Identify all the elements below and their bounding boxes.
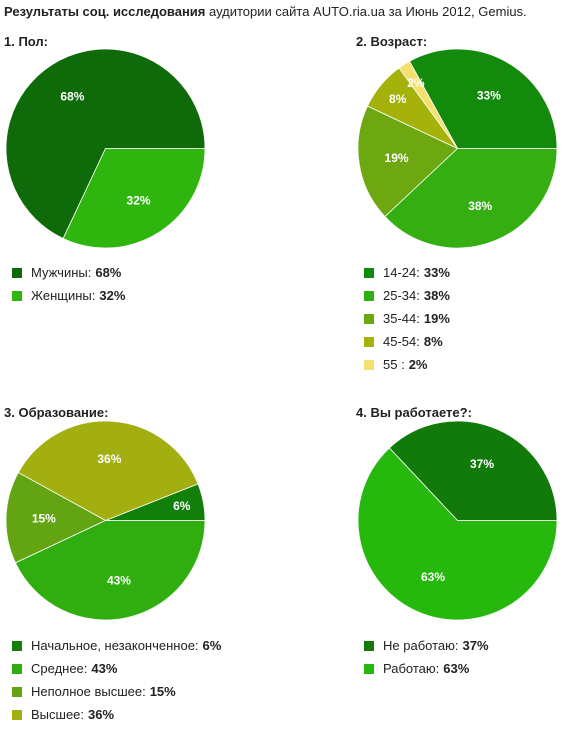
legend-gender: Мужчины: 68% Женщины: 32%: [12, 261, 125, 307]
slice-label-age-3: 19%: [385, 151, 409, 165]
pie-slice-age-0: [409, 48, 558, 149]
legend-swatch: [364, 267, 374, 278]
legend-label: 35-44:: [383, 311, 420, 326]
slice-label-employment-0: 37%: [470, 457, 494, 471]
slice-label-age-1: 2%: [407, 76, 425, 90]
legend-value: 63%: [443, 661, 470, 676]
legend-education: Начальное, незаконченное: 6% Среднее: 43% Не…: [12, 634, 221, 726]
pie-slice-gender-1: [62, 148, 206, 249]
pie-slice-age-4: [384, 148, 558, 249]
legend-item-age-4: 25-34: 38%: [364, 284, 450, 307]
chart-panel-age: 2. Возраст:: [356, 34, 563, 49]
pie-slice-employment-0: [388, 420, 558, 521]
slice-label-age-0: 33%: [477, 88, 501, 102]
slice-label-education-2: 15%: [32, 512, 56, 526]
legend-value: 19%: [423, 311, 450, 326]
chart-panel-gender: 1. Пол:: [4, 34, 284, 49]
page-title-rest: аудитории сайта AUTO.ria.ua за Июнь 2012…: [205, 4, 527, 19]
legend-label: 14-24:: [383, 265, 420, 280]
chart-panel-employment: 4. Вы работаете?:: [356, 405, 563, 420]
pie-slice-education-1: [17, 420, 199, 521]
legend-label: Не работаю:: [383, 638, 459, 653]
legend-item-gender-1: Женщины: 32%: [12, 284, 125, 307]
legend-swatch: [12, 640, 22, 651]
legend-swatch: [12, 663, 22, 674]
legend-swatch: [12, 267, 22, 278]
legend-item-education-2: Неполное высшее: 15%: [12, 680, 221, 703]
legend-label: Начальное, незаконченное:: [31, 638, 199, 653]
legend-item-education-1: Высшее: 36%: [12, 703, 221, 726]
legend-value: 37%: [462, 638, 489, 653]
legend-item-employment-0: Не работаю: 37%: [364, 634, 489, 657]
pie-slice-employment-1: [357, 447, 558, 621]
chart-title-age: 2. Возраст:: [356, 34, 428, 49]
chart-title-gender: 1. Пол:: [4, 34, 49, 49]
chart-title-education: 3. Образование:: [4, 405, 109, 420]
slice-label-employment-1: 63%: [421, 570, 445, 584]
legend-value: 15%: [149, 684, 176, 699]
legend-value: 43%: [91, 661, 118, 676]
legend-swatch: [364, 290, 374, 301]
legend-age: 14-24: 33% 25-34: 38% 35-44: 19% 45-54: 8% 55 :2…: [364, 261, 450, 376]
pie-slice-education-3: [14, 520, 206, 621]
legend-swatch: [364, 359, 374, 370]
legend-label: 55 :: [383, 357, 405, 372]
legend-label: Мужчины:: [31, 265, 92, 280]
legend-label: Среднее:: [31, 661, 88, 676]
slice-label-education-0: 6%: [173, 499, 191, 513]
legend-swatch: [12, 686, 22, 697]
chart-panel-education: 3. Образование:: [4, 405, 284, 420]
legend-label: Женщины:: [31, 288, 96, 303]
pie-chart-gender: 68% 32%: [5, 48, 206, 249]
legend-swatch: [364, 640, 374, 651]
legend-item-age-2: 45-54: 8%: [364, 330, 450, 353]
legend-swatch: [364, 313, 374, 324]
pie-chart-employment: 37% 63%: [357, 420, 558, 621]
legend-value: 33%: [423, 265, 450, 280]
legend-value: 6%: [202, 638, 222, 653]
legend-label: Неполное высшее:: [31, 684, 146, 699]
pie-slice-gender-0: [5, 48, 206, 240]
slice-label-age-4: 38%: [468, 199, 492, 213]
legend-label: 25-34:: [383, 288, 420, 303]
slice-label-education-3: 43%: [107, 574, 131, 588]
legend-item-education-0: Начальное, незаконченное: 6%: [12, 634, 221, 657]
legend-value: 36%: [88, 707, 115, 722]
legend-value: 38%: [423, 288, 450, 303]
slice-label-gender-0: 68%: [60, 89, 84, 103]
legend-value: 68%: [95, 265, 122, 280]
legend-label: Работаю:: [383, 661, 440, 676]
slice-label-gender-1: 32%: [127, 194, 151, 208]
pie-chart-age: 33% 2%8% 19% 38%: [357, 48, 558, 249]
legend-employment: Не работаю: 37% Работаю: 63%: [364, 634, 489, 680]
legend-item-age-1: 55 :2%: [364, 353, 450, 376]
legend-item-education-3: Среднее: 43%: [12, 657, 221, 680]
legend-swatch: [364, 663, 374, 674]
legend-label: 45-54:: [383, 334, 420, 349]
legend-value: 2%: [408, 357, 428, 372]
slice-label-education-1: 36%: [97, 452, 121, 466]
legend-swatch: [12, 290, 22, 301]
legend-swatch: [12, 709, 22, 720]
legend-item-age-3: 35-44: 19%: [364, 307, 450, 330]
legend-value: 32%: [99, 288, 126, 303]
pie-slice-education-2: [5, 472, 107, 564]
legend-item-gender-0: Мужчины: 68%: [12, 261, 125, 284]
legend-item-age-0: 14-24: 33%: [364, 261, 450, 284]
pie-slice-age-3: [357, 105, 459, 218]
legend-item-employment-1: Работаю: 63%: [364, 657, 489, 680]
chart-title-employment: 4. Вы работаете?:: [356, 405, 472, 420]
legend-label: Высшее:: [31, 707, 85, 722]
page-title-bold: Результаты соц. исследования: [4, 4, 206, 19]
legend-value: 8%: [423, 334, 443, 349]
slice-label-age-2: 8%: [389, 92, 407, 106]
page-title: Результаты соц. исследования аудитории с…: [4, 4, 527, 19]
legend-swatch: [364, 336, 374, 347]
pie-chart-education: 6% 36% 15% 43%: [5, 420, 206, 621]
